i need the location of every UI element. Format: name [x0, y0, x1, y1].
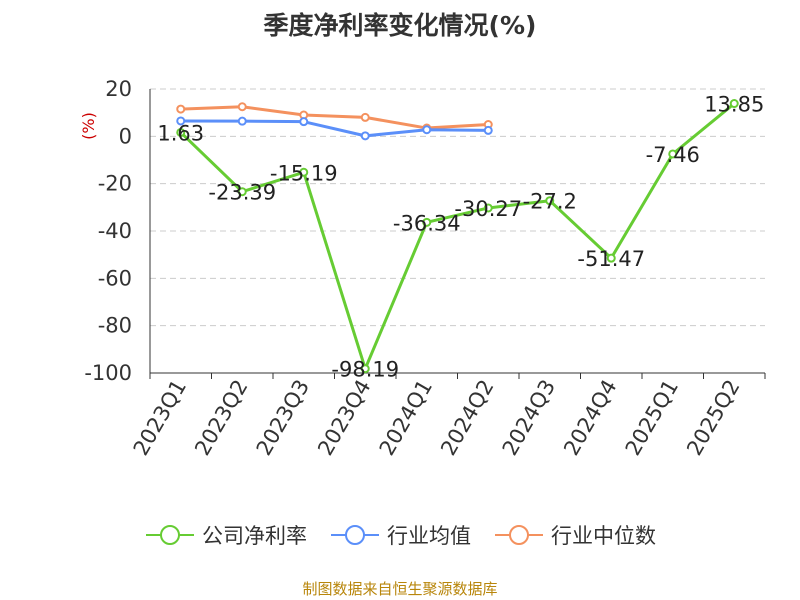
data-point	[483, 203, 493, 213]
data-point	[422, 125, 432, 135]
x-tick-label: 2023Q4	[313, 376, 375, 460]
data-point	[668, 149, 678, 159]
legend-label: 行业均值	[387, 524, 471, 548]
y-tick-label: -60	[98, 266, 132, 290]
data-point	[176, 116, 186, 126]
legend: 公司净利率 行业均值 行业中位数	[0, 520, 800, 550]
data-point	[545, 196, 555, 206]
data-label: -7.46	[646, 143, 700, 167]
legend-label: 行业中位数	[551, 524, 656, 548]
data-point	[360, 131, 370, 141]
y-tick-label: -100	[84, 361, 132, 385]
data-label: 13.85	[704, 93, 764, 117]
y-tick-label: 20	[105, 77, 132, 101]
data-label: -51.47	[577, 247, 645, 271]
data-point	[606, 253, 616, 263]
data-point	[237, 102, 247, 112]
x-tick-label: 2023Q1	[129, 376, 191, 460]
x-tick-label: 2024Q3	[498, 376, 560, 460]
data-point	[360, 112, 370, 122]
legend-item: 行业中位数	[493, 520, 656, 550]
data-label: -23.39	[208, 181, 276, 205]
data-label: 1.63	[157, 121, 204, 145]
data-point	[299, 167, 309, 177]
legend-symbol	[495, 525, 543, 545]
x-tick-label: 2024Q4	[559, 376, 621, 460]
data-point	[360, 364, 370, 374]
data-point	[422, 217, 432, 227]
data-point	[176, 127, 186, 137]
x-tick-label: 2025Q2	[682, 376, 744, 460]
y-tick-label: -80	[98, 314, 132, 338]
y-tick-label: -20	[98, 172, 132, 196]
legend-item: 公司净利率	[144, 520, 307, 550]
series-line	[180, 105, 489, 130]
y-tick-label: 0	[119, 124, 132, 148]
data-label: -36.34	[393, 211, 461, 235]
data-point	[299, 117, 309, 127]
x-tick-label: 2024Q1	[375, 376, 437, 460]
data-label: -30.27	[454, 197, 522, 221]
legend-label: 公司净利率	[202, 524, 307, 548]
legend-symbol	[331, 525, 379, 545]
data-point	[483, 125, 493, 135]
x-tick-label: 2024Q2	[436, 376, 498, 460]
legend-item: 行业均值	[329, 520, 471, 550]
series-line	[179, 102, 736, 371]
x-tick-label: 2023Q2	[190, 376, 252, 460]
y-tick-label: -40	[98, 219, 132, 243]
data-label: -15.19	[270, 161, 338, 185]
data-point	[237, 116, 247, 126]
data-label: -98.19	[331, 358, 399, 382]
x-tick-label: 2025Q1	[621, 376, 683, 460]
data-point	[729, 99, 739, 109]
chart-title: 季度净利率变化情况(%)	[263, 11, 537, 40]
series-line	[180, 119, 489, 138]
data-source-note: 制图数据来自恒生聚源数据库	[302, 580, 498, 598]
y-axis-label: (%)	[79, 112, 98, 140]
data-point	[176, 104, 186, 114]
data-point	[237, 187, 247, 197]
x-tick-label: 2023Q3	[252, 376, 314, 460]
data-label: -27.2	[523, 190, 577, 214]
legend-symbol	[146, 525, 194, 545]
